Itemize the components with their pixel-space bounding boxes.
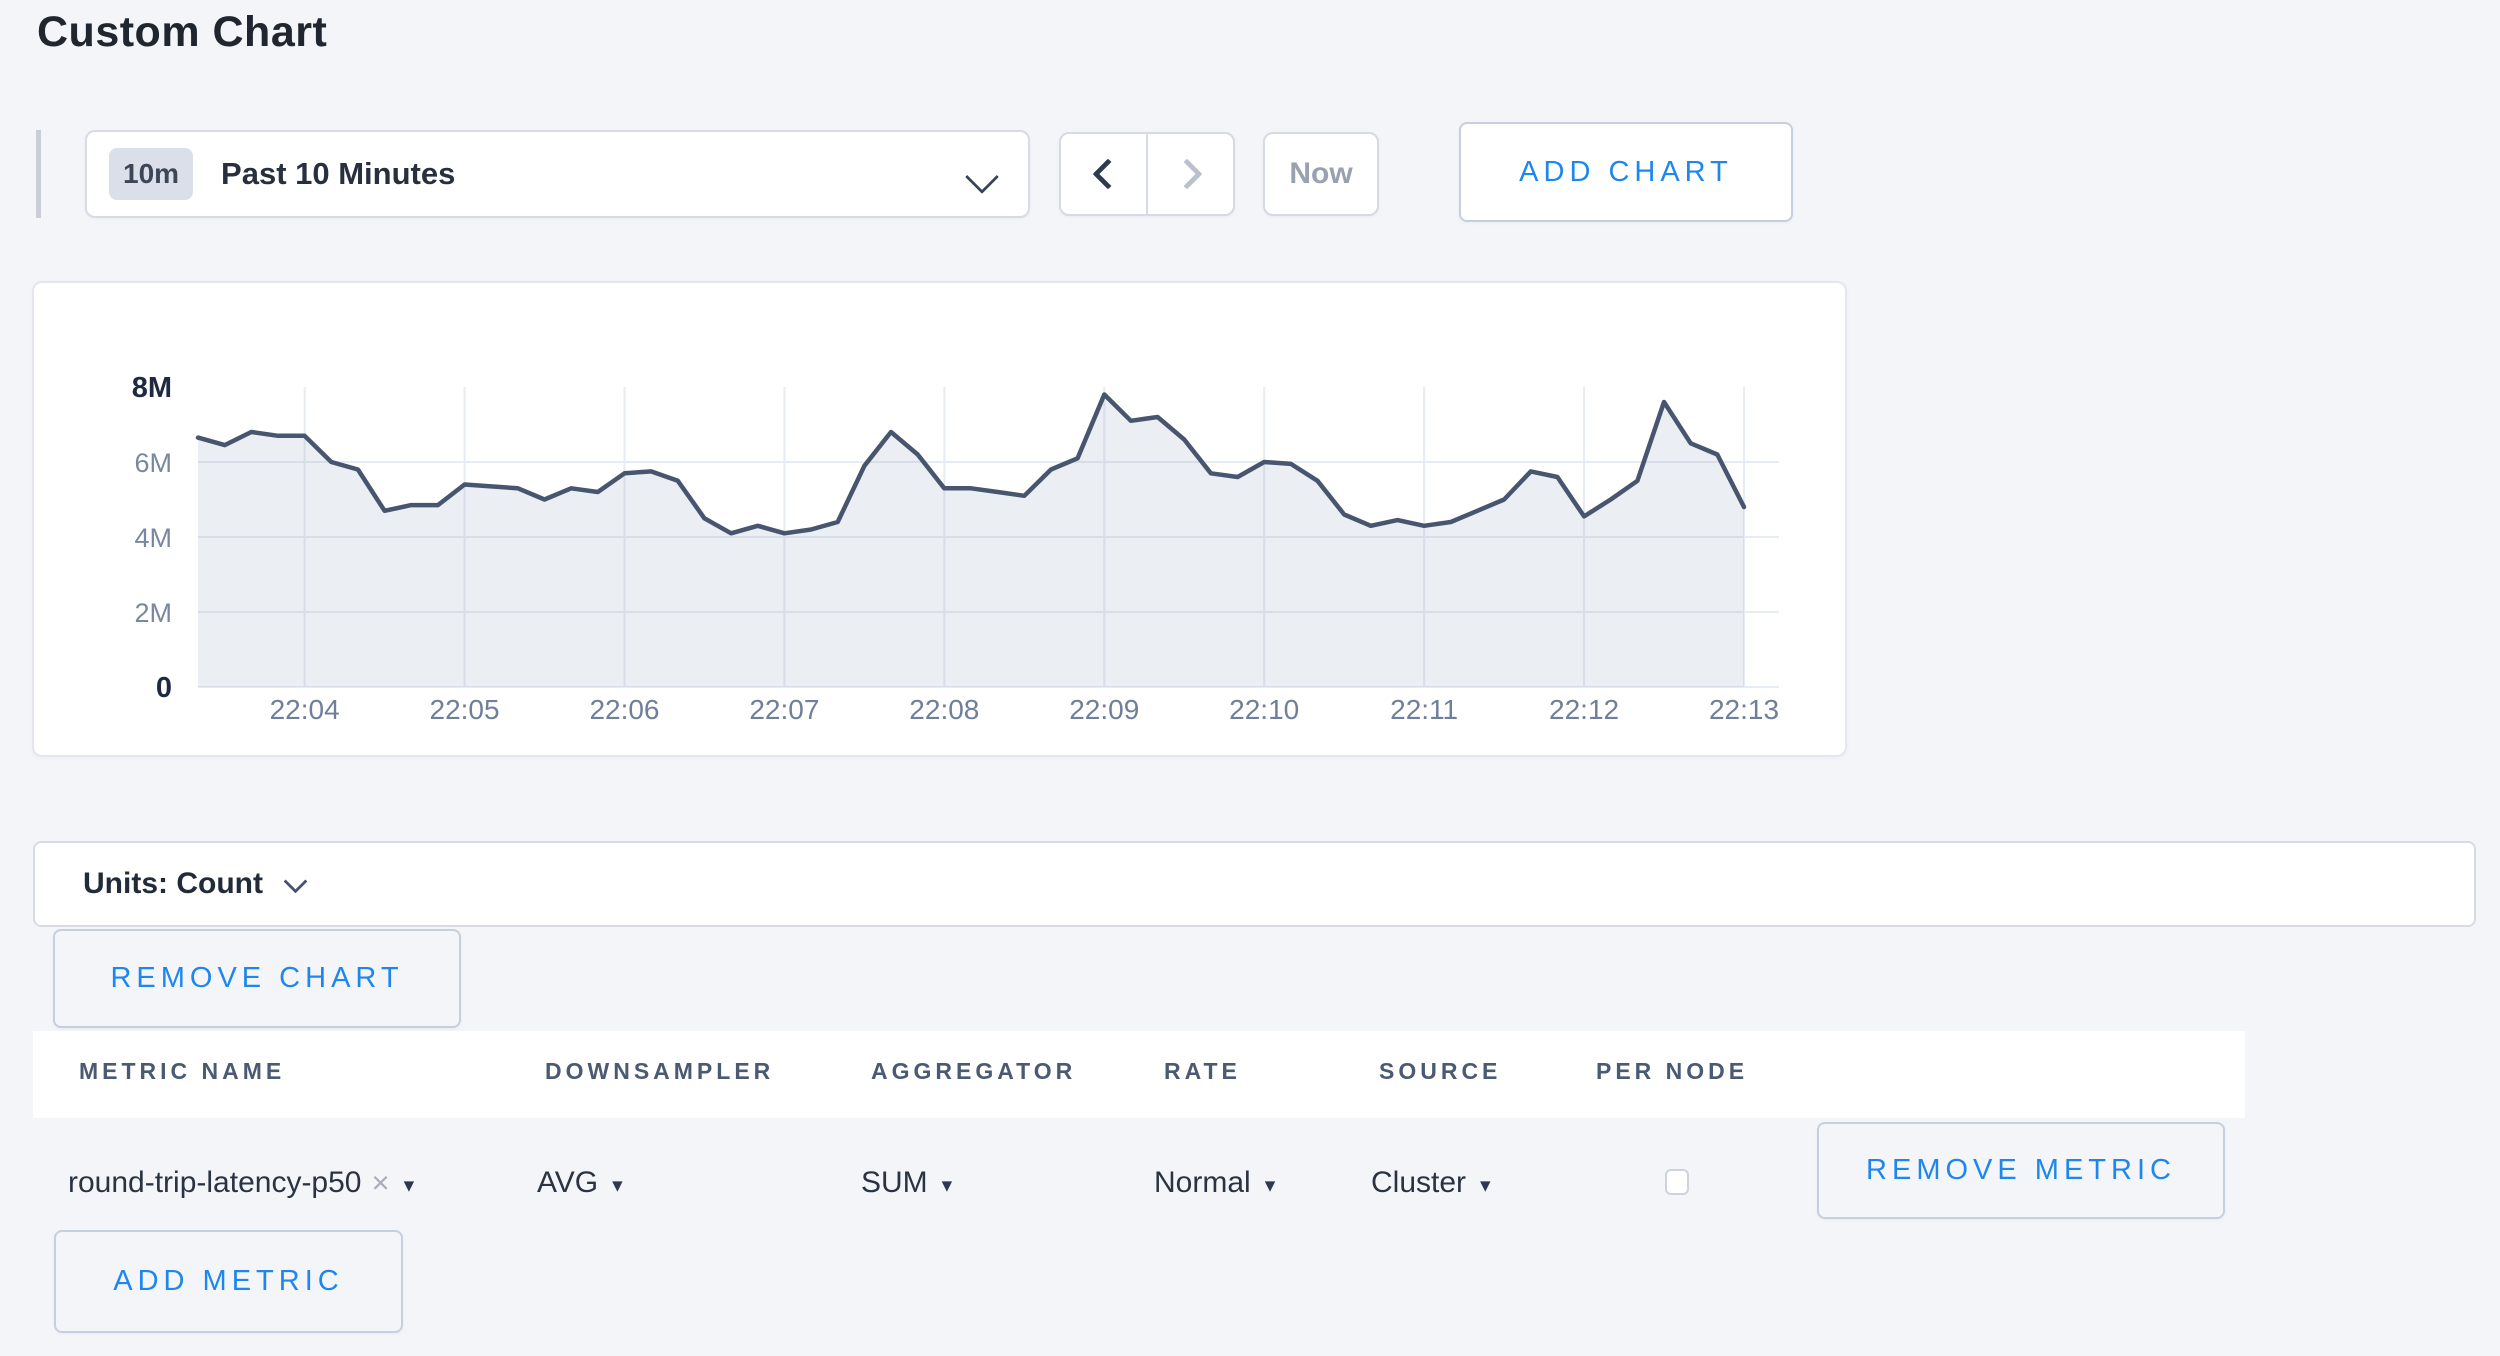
column-header-source: SOURCE	[1379, 1058, 1502, 1084]
downsampler-value: AVG	[537, 1166, 599, 1199]
aggregator-select[interactable]: SUM ▾	[861, 1158, 952, 1208]
add-chart-button[interactable]: ADD CHART	[1459, 122, 1793, 222]
downsampler-select[interactable]: AVG ▾	[537, 1158, 623, 1208]
source-value: Cluster	[1371, 1166, 1467, 1199]
chevron-right-icon	[1170, 158, 1203, 190]
time-backward-button[interactable]	[1061, 134, 1146, 214]
svg-text:8M: 8M	[132, 372, 172, 404]
svg-text:22:11: 22:11	[1390, 694, 1458, 725]
caret-down-icon: ▾	[403, 1173, 415, 1197]
svg-text:0: 0	[156, 672, 172, 704]
units-dropdown[interactable]: Units: Count	[33, 841, 2476, 927]
time-range-dropdown[interactable]: 10m Past 10 Minutes	[85, 130, 1030, 218]
remove-chart-button[interactable]: REMOVE CHART	[53, 929, 461, 1028]
svg-text:4M: 4M	[134, 523, 172, 553]
column-header-aggregator: AGGREGATOR	[871, 1058, 1077, 1084]
svg-text:22:13: 22:13	[1709, 694, 1779, 725]
svg-text:22:09: 22:09	[1069, 694, 1139, 725]
svg-text:22:05: 22:05	[430, 694, 500, 725]
svg-text:22:06: 22:06	[589, 694, 659, 725]
chevron-down-icon	[283, 868, 308, 894]
svg-text:6M: 6M	[134, 448, 172, 478]
units-label: Units: Count	[83, 867, 263, 900]
source-select[interactable]: Cluster ▾	[1371, 1158, 1491, 1208]
rate-value: Normal	[1154, 1166, 1251, 1199]
time-range-badge: 10m	[109, 148, 194, 200]
column-header-metric-name: METRIC NAME	[79, 1058, 286, 1084]
svg-text:2M: 2M	[134, 598, 172, 628]
svg-text:22:08: 22:08	[909, 694, 979, 725]
per-node-checkbox[interactable]	[1665, 1169, 1689, 1195]
svg-text:22:07: 22:07	[749, 694, 819, 725]
metric-name-select[interactable]: round-trip-latency-p50 × ▾	[68, 1158, 414, 1208]
svg-text:22:10: 22:10	[1229, 694, 1299, 725]
rate-select[interactable]: Normal ▾	[1154, 1158, 1275, 1208]
metric-name-value: round-trip-latency-p50	[68, 1166, 362, 1199]
chart-card: 0 2M 4M 6M 8M 22:04 22:05 22:06 22:07 22:08 22:09 2…	[32, 281, 1847, 757]
add-metric-button[interactable]: ADD METRIC	[54, 1230, 403, 1333]
time-step-button-group	[1059, 132, 1235, 216]
chevron-down-icon	[965, 160, 999, 194]
now-button[interactable]: Now	[1263, 132, 1379, 216]
clear-metric-icon[interactable]: ×	[371, 1165, 390, 1200]
column-header-downsampler: DOWNSAMPLER	[545, 1058, 775, 1084]
caret-down-icon: ▾	[941, 1173, 953, 1197]
metrics-table-header	[33, 1031, 2245, 1118]
column-header-per-node: PER NODE	[1596, 1058, 1749, 1084]
svg-text:22:04: 22:04	[270, 694, 340, 725]
custom-chart-svg[interactable]: 0 2M 4M 6M 8M 22:04 22:05 22:06 22:07 22:08 22:09 2…	[34, 283, 1845, 755]
caret-down-icon: ▾	[612, 1173, 623, 1197]
time-selector-accent-bar	[36, 130, 41, 218]
chevron-left-icon	[1091, 158, 1124, 190]
aggregator-value: SUM	[861, 1166, 928, 1199]
time-forward-button[interactable]	[1146, 134, 1233, 214]
caret-down-icon: ▾	[1264, 1173, 1276, 1197]
time-range-label: Past 10 Minutes	[221, 156, 456, 191]
svg-text:22:12: 22:12	[1549, 694, 1619, 725]
column-header-rate: RATE	[1164, 1058, 1241, 1084]
page-title: Custom Chart	[37, 8, 328, 56]
remove-metric-button[interactable]: REMOVE METRIC	[1817, 1122, 2225, 1219]
caret-down-icon: ▾	[1480, 1173, 1491, 1197]
